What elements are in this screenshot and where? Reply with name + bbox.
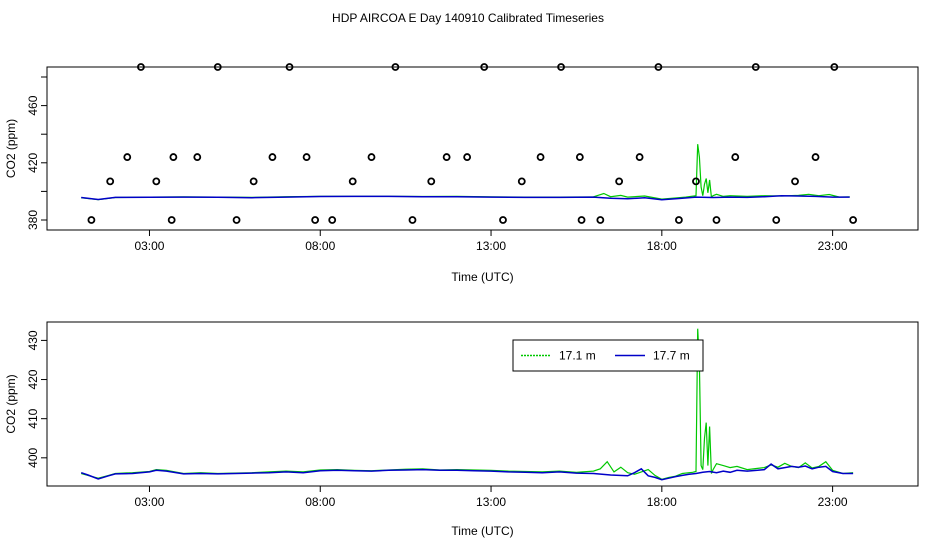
calibration-point — [427, 177, 436, 186]
calibration-point — [123, 153, 132, 161]
calibration-point — [106, 177, 115, 186]
x-tick-label: 08:00 — [305, 239, 335, 253]
calibration-point — [169, 153, 178, 161]
calibration-point — [811, 153, 820, 161]
calibration-point — [654, 63, 663, 71]
series-line-17-7m — [80, 463, 854, 481]
series-line-17-1m — [81, 328, 854, 480]
y-tick-label: 460 — [26, 95, 40, 115]
x-tick-label: 18:00 — [647, 495, 677, 509]
y-axis-label: CO2 (ppm) — [4, 374, 18, 433]
calibration-point — [463, 153, 472, 161]
calibration-point — [232, 216, 241, 224]
calibration-point — [391, 63, 400, 71]
calibration-point — [137, 63, 145, 71]
calibration-point — [577, 216, 586, 224]
calibration-point — [536, 153, 545, 161]
y-tick-label: 430 — [26, 330, 40, 350]
calibration-point — [557, 63, 565, 71]
x-tick-label: 08:00 — [305, 495, 335, 509]
calibration-point — [152, 177, 161, 186]
y-tick-label: 380 — [26, 210, 40, 230]
x-axis-label: Time (UTC) — [451, 270, 513, 284]
calibration-point — [517, 177, 526, 186]
x-tick-label: 23:00 — [818, 239, 848, 253]
calibration-point — [751, 63, 760, 71]
calibration-point — [311, 216, 320, 224]
series-line-17-7m — [81, 194, 850, 201]
calibration-point — [285, 63, 294, 71]
y-tick-label: 410 — [26, 408, 40, 428]
calibration-point — [596, 216, 605, 224]
calibration-point — [193, 153, 202, 161]
plot-frame — [46, 66, 919, 231]
calibration-point — [480, 63, 489, 71]
calibration-point — [367, 153, 376, 161]
x-tick-label: 03:00 — [134, 239, 164, 253]
x-tick-label: 23:00 — [818, 495, 848, 509]
calibration-point — [731, 153, 740, 161]
calibration-point — [268, 153, 277, 161]
x-tick-label: 13:00 — [476, 495, 506, 509]
series-line-17-1m — [81, 144, 850, 201]
chart-panel-top: 03:00 08:00 13:00 18:00 23:00 380 420 460 Time (… — [4, 63, 919, 284]
calibration-point — [692, 177, 700, 186]
y-tick-label: 420 — [26, 369, 40, 389]
y-tick-label: 420 — [26, 152, 40, 172]
calibration-point — [499, 216, 507, 224]
calibration-point — [442, 153, 451, 161]
legend-box — [512, 339, 704, 372]
calibration-point — [328, 216, 337, 224]
y-axis-label: CO2 (ppm) — [4, 119, 18, 178]
legend-label-17-7m: 17.7 m — [653, 349, 690, 363]
calibration-point — [302, 153, 311, 161]
chart-panel-bottom: 03:00 08:00 13:00 18:00 23:00 400 410 420 430 Tim… — [4, 321, 919, 538]
calibration-point — [249, 177, 258, 186]
y-tick-label: 400 — [26, 447, 40, 467]
calibration-point — [167, 216, 176, 224]
calibration-point — [635, 153, 644, 161]
chart-title: HDP AIRCOA E Day 140910 Calibrated Times… — [332, 11, 604, 25]
calibration-point — [615, 177, 624, 186]
calibration-point — [348, 177, 357, 186]
x-tick-label: 18:00 — [647, 239, 677, 253]
calibration-point — [408, 216, 417, 224]
calibration-point — [712, 216, 721, 224]
x-tick-label: 13:00 — [476, 239, 506, 253]
calibration-point — [830, 63, 839, 71]
calibration-point — [575, 153, 584, 161]
calibration-point — [675, 216, 683, 224]
calibration-point — [213, 63, 222, 71]
x-axis-label: Time (UTC) — [451, 524, 513, 538]
calibration-point — [772, 216, 781, 224]
legend-label-17-1m: 17.1 m — [559, 349, 596, 363]
calibration-point — [87, 216, 96, 224]
calibration-point — [791, 177, 799, 186]
calibration-point — [849, 216, 858, 224]
x-tick-label: 03:00 — [134, 495, 164, 509]
plot-frame — [46, 321, 919, 487]
